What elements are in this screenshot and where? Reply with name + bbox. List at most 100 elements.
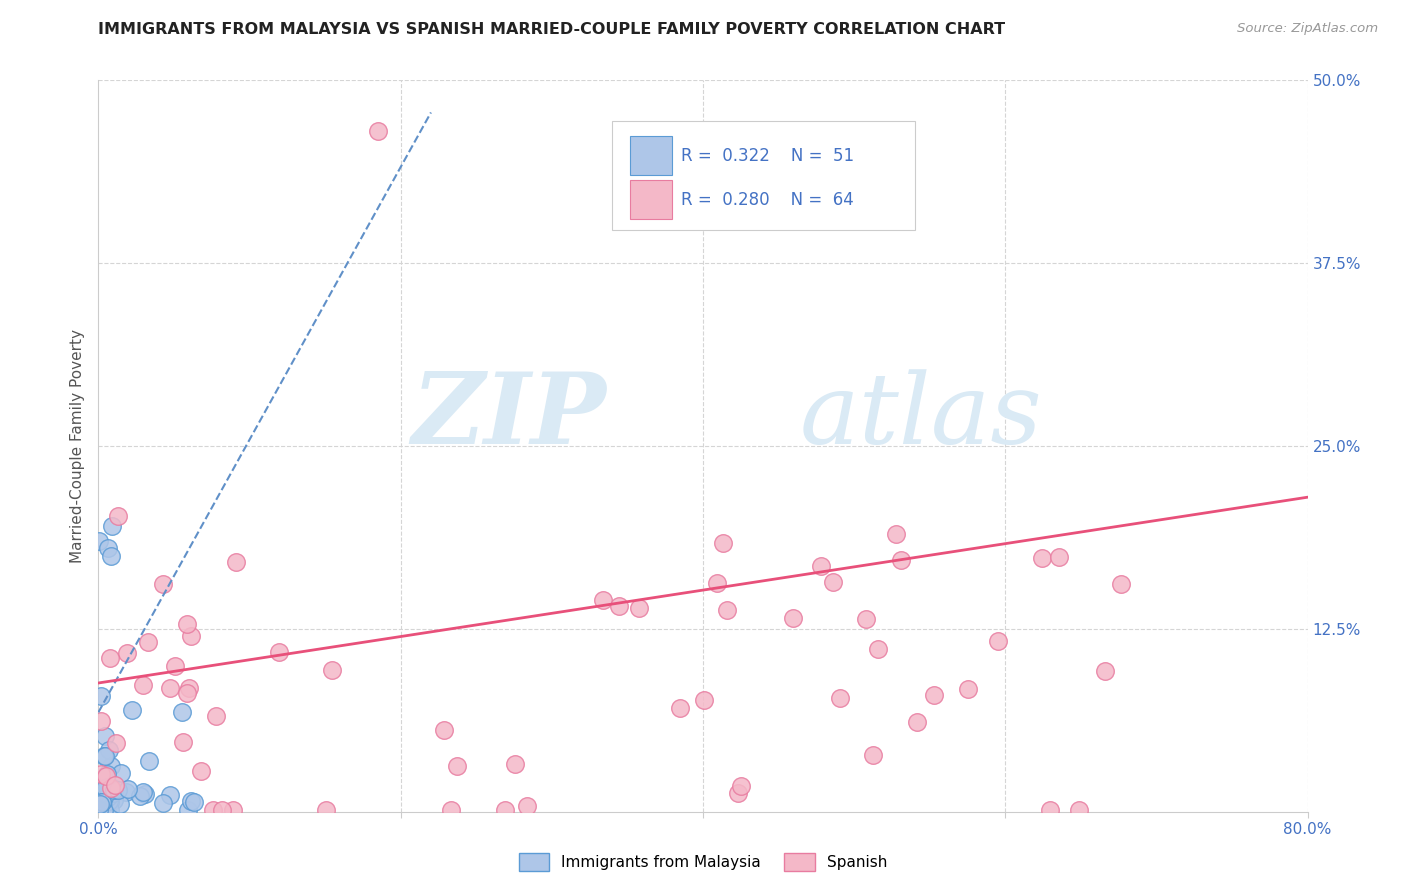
Point xyxy=(609,599,631,613)
Point xyxy=(89,534,111,549)
Point xyxy=(190,764,212,779)
Point xyxy=(98,795,121,809)
Point xyxy=(828,691,851,706)
Point xyxy=(905,715,928,730)
Text: atlas: atlas xyxy=(800,369,1042,465)
Point xyxy=(1039,803,1062,817)
Point xyxy=(367,124,389,138)
Point xyxy=(98,803,121,817)
Point xyxy=(89,789,111,803)
Point xyxy=(90,766,112,780)
Point xyxy=(183,795,205,809)
Point xyxy=(1109,577,1132,591)
Point xyxy=(711,535,734,549)
Point xyxy=(96,766,118,780)
Point xyxy=(90,714,112,728)
Point xyxy=(924,688,946,702)
Point xyxy=(90,794,112,808)
Point xyxy=(103,793,125,807)
Point xyxy=(987,634,1010,648)
Point xyxy=(91,778,114,792)
Point xyxy=(782,610,804,624)
Point xyxy=(97,743,120,757)
Point xyxy=(170,706,193,720)
Point xyxy=(90,689,112,703)
Point xyxy=(433,723,456,738)
Point xyxy=(177,803,200,817)
Point xyxy=(129,789,152,804)
Point xyxy=(176,616,198,631)
Point xyxy=(177,681,200,695)
Point xyxy=(100,758,122,772)
Point xyxy=(96,803,118,817)
Point xyxy=(868,642,890,657)
Point xyxy=(96,780,118,795)
FancyBboxPatch shape xyxy=(613,120,915,230)
Point xyxy=(90,795,112,809)
Point xyxy=(94,803,117,817)
Point xyxy=(810,559,832,574)
Point xyxy=(315,803,337,817)
Point xyxy=(100,549,122,563)
Point xyxy=(105,736,128,750)
Point xyxy=(115,647,138,661)
Point xyxy=(96,541,118,556)
Point xyxy=(89,797,111,811)
Point xyxy=(131,678,153,692)
Point xyxy=(956,682,979,697)
Point xyxy=(152,796,174,810)
Point xyxy=(100,780,122,795)
Point xyxy=(321,663,343,677)
Point xyxy=(94,749,117,764)
Point xyxy=(727,786,749,800)
Point xyxy=(1094,664,1116,678)
Point xyxy=(89,780,111,795)
Legend: Immigrants from Malaysia, Spanish: Immigrants from Malaysia, Spanish xyxy=(513,847,893,877)
Point xyxy=(89,803,111,817)
Point xyxy=(516,799,538,814)
Point xyxy=(706,576,728,591)
Point xyxy=(110,765,132,780)
Point xyxy=(115,784,138,798)
Point xyxy=(103,786,125,800)
Point xyxy=(165,658,187,673)
Point xyxy=(136,635,159,649)
Point xyxy=(101,519,124,533)
Point xyxy=(592,593,614,607)
Point xyxy=(176,686,198,700)
Point xyxy=(890,553,912,567)
Point xyxy=(152,576,174,591)
Point xyxy=(180,629,202,643)
Point xyxy=(494,803,516,817)
Point xyxy=(94,769,117,783)
Point xyxy=(1047,549,1070,564)
Text: R =  0.322    N =  51: R = 0.322 N = 51 xyxy=(682,146,855,165)
Point xyxy=(89,797,111,812)
Point xyxy=(107,509,129,524)
Point xyxy=(132,785,155,799)
Point xyxy=(1069,803,1091,817)
Point xyxy=(446,758,468,772)
Point xyxy=(159,681,181,695)
Point xyxy=(159,788,181,802)
Point xyxy=(117,782,139,797)
Point xyxy=(93,803,115,817)
Point xyxy=(669,701,692,715)
Point xyxy=(180,794,202,808)
Point xyxy=(90,795,112,809)
Point xyxy=(862,747,884,762)
Point xyxy=(172,735,194,749)
Point xyxy=(97,790,120,805)
Point xyxy=(884,527,907,541)
Point xyxy=(107,782,129,797)
Text: IMMIGRANTS FROM MALAYSIA VS SPANISH MARRIED-COUPLE FAMILY POVERTY CORRELATION CH: IMMIGRANTS FROM MALAYSIA VS SPANISH MARR… xyxy=(98,22,1005,37)
Point xyxy=(94,789,117,804)
Point xyxy=(98,650,121,665)
Point xyxy=(89,781,111,796)
Text: Source: ZipAtlas.com: Source: ZipAtlas.com xyxy=(1237,22,1378,36)
Point xyxy=(692,693,714,707)
Y-axis label: Married-Couple Family Poverty: Married-Couple Family Poverty xyxy=(70,329,86,563)
Point xyxy=(94,780,117,795)
Point xyxy=(503,756,526,771)
Point xyxy=(211,803,233,817)
